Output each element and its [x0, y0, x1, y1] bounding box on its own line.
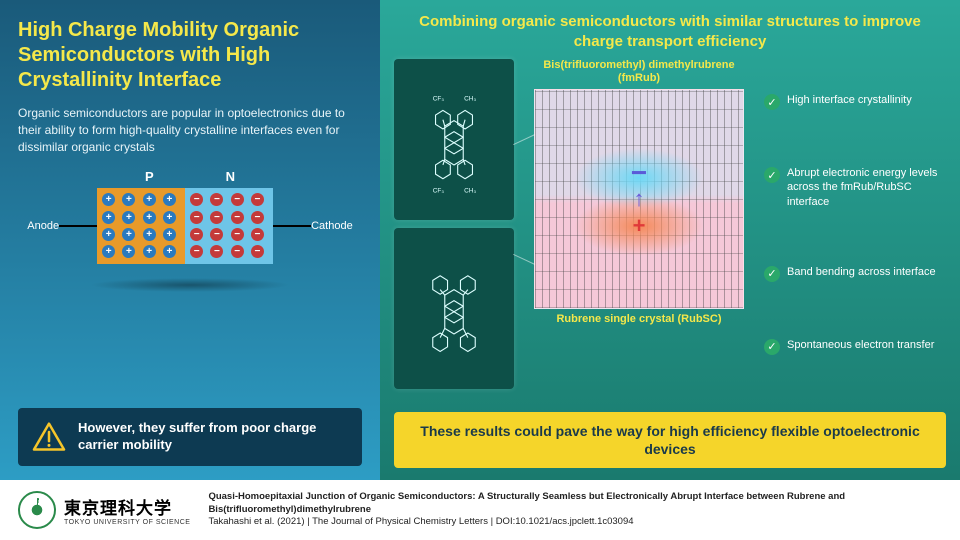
- logo-jp: 東京理科大学: [64, 494, 190, 519]
- pos-charge: +: [143, 228, 156, 241]
- right-body: CF₃ CH₃ CF₃ CH₃: [394, 59, 946, 389]
- neg-charge: −: [190, 193, 203, 206]
- n-label: N: [226, 169, 235, 184]
- n-block: −−−−−−−−−−−−−−−−: [185, 188, 273, 264]
- check-item: ✓ Abrupt electronic energy levels across …: [764, 166, 946, 209]
- pos-charge: +: [102, 228, 115, 241]
- infographic-slide: High Charge Mobility Organic Semiconduct…: [0, 0, 960, 480]
- pn-junction-diagram: P N Anode ++++++++++++++++ −−−−−−−−−−−−−…: [18, 169, 362, 292]
- molecule-fmrub: CF₃ CH₃ CF₃ CH₃: [394, 59, 514, 220]
- crystal-column: Bis(trifluoromethyl) dimethylrubrene (fm…: [524, 59, 754, 389]
- right-panel: Combining organic semiconductors with si…: [380, 0, 960, 480]
- pos-charge: +: [143, 193, 156, 206]
- pos-charge: +: [122, 245, 135, 258]
- neg-charge: −: [210, 228, 223, 241]
- right-heading: Combining organic semiconductors with si…: [394, 12, 946, 51]
- pos-charge: +: [163, 245, 176, 258]
- molecule-column: CF₃ CH₃ CF₃ CH₃: [394, 59, 514, 389]
- molecule-rubsc: [394, 228, 514, 389]
- conclusion-box: These results could pave the way for hig…: [394, 412, 946, 468]
- anode-label: Anode: [27, 220, 59, 232]
- wire-left: [59, 225, 97, 227]
- neg-charge: −: [190, 228, 203, 241]
- minus-icon: −: [631, 157, 647, 189]
- check-text: High interface crystallinity: [787, 93, 912, 107]
- arrow-up-icon: ↑: [634, 186, 645, 212]
- p-block: + + + + + + + + + + + + + + + +: [97, 188, 185, 264]
- check-item: ✓ Band bending across interface: [764, 265, 946, 282]
- neg-charge: −: [190, 245, 203, 258]
- svg-text:CH₃: CH₃: [464, 95, 476, 102]
- neg-charge: −: [210, 211, 223, 224]
- neg-charge: −: [251, 228, 264, 241]
- callout-lines: [523, 134, 535, 265]
- check-text: Abrupt electronic energy levels across t…: [787, 166, 946, 209]
- citation-meta: Takahashi et al. (2021) | The Journal of…: [208, 516, 942, 529]
- neg-charge: −: [231, 228, 244, 241]
- pos-charge: +: [122, 228, 135, 241]
- crystal-interface: − ↑ +: [534, 89, 744, 309]
- check-item: ✓ Spontaneous electron transfer: [764, 338, 946, 355]
- neg-charge: −: [190, 211, 203, 224]
- neg-charge: −: [251, 193, 264, 206]
- fmrub-label: Bis(trifluoromethyl) dimethylrubrene (fm…: [524, 59, 754, 85]
- pos-charge: +: [163, 228, 176, 241]
- check-icon: ✓: [764, 266, 780, 282]
- pos-charge: +: [102, 193, 115, 206]
- footer: 東京理科大学 TOKYO UNIVERSITY OF SCIENCE Quasi…: [0, 480, 960, 540]
- neg-charge: −: [251, 211, 264, 224]
- warning-box: However, they suffer from poor charge ca…: [18, 408, 362, 466]
- check-text: Band bending across interface: [787, 265, 936, 279]
- neg-charge: −: [231, 211, 244, 224]
- citation-title: Quasi-Homoepitaxial Junction of Organic …: [208, 491, 942, 517]
- check-icon: ✓: [764, 339, 780, 355]
- cathode-label: Cathode: [311, 220, 353, 232]
- plus-icon: +: [633, 213, 646, 239]
- svg-text:CF₃: CF₃: [433, 95, 445, 102]
- checklist: ✓ High interface crystallinity ✓ Abrupt ele…: [764, 59, 946, 389]
- pos-charge: +: [102, 245, 115, 258]
- warning-text: However, they suffer from poor charge ca…: [78, 420, 348, 454]
- neg-charge: −: [231, 193, 244, 206]
- svg-text:CH₃: CH₃: [464, 187, 476, 194]
- rubsc-label: Rubrene single crystal (RubSC): [556, 313, 721, 326]
- pos-charge: +: [163, 193, 176, 206]
- neg-charge: −: [210, 245, 223, 258]
- check-icon: ✓: [764, 167, 780, 183]
- pos-charge: +: [163, 211, 176, 224]
- svg-text:CF₃: CF₃: [433, 187, 445, 194]
- pos-charge: +: [122, 211, 135, 224]
- neg-charge: −: [210, 193, 223, 206]
- check-icon: ✓: [764, 94, 780, 110]
- pos-charge: +: [102, 211, 115, 224]
- left-panel: High Charge Mobility Organic Semiconduct…: [0, 0, 380, 480]
- p-label: P: [145, 169, 154, 184]
- logo-seal-icon: [18, 491, 56, 529]
- intro-text: Organic semiconductors are popular in op…: [18, 105, 362, 155]
- university-logo: 東京理科大学 TOKYO UNIVERSITY OF SCIENCE: [18, 491, 190, 529]
- neg-charge: −: [231, 245, 244, 258]
- pos-charge: +: [122, 193, 135, 206]
- neg-charge: −: [251, 245, 264, 258]
- logo-en: TOKYO UNIVERSITY OF SCIENCE: [64, 519, 190, 526]
- warning-icon: [32, 422, 66, 452]
- check-item: ✓ High interface crystallinity: [764, 93, 946, 110]
- check-text: Spontaneous electron transfer: [787, 338, 934, 352]
- pos-charge: +: [143, 245, 156, 258]
- wire-right: [273, 225, 311, 227]
- shadow: [90, 278, 290, 292]
- citation: Quasi-Homoepitaxial Junction of Organic …: [208, 491, 942, 529]
- main-title: High Charge Mobility Organic Semiconduct…: [18, 18, 362, 93]
- pos-charge: +: [143, 211, 156, 224]
